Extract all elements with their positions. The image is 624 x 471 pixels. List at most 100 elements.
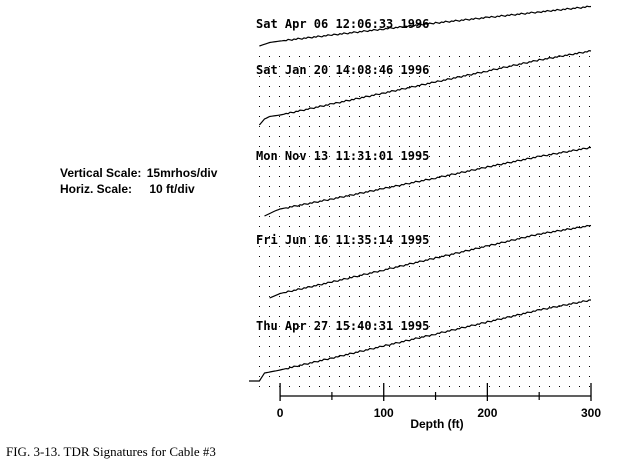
grid-dot	[429, 196, 430, 197]
grid-dot	[429, 316, 430, 317]
grid-dot	[539, 96, 540, 97]
grid-dot	[499, 246, 500, 247]
grid-dot	[579, 196, 580, 197]
grid-dot	[409, 306, 410, 307]
grid-dot	[399, 196, 400, 197]
grid-dot	[379, 326, 380, 327]
grid-dot	[299, 386, 300, 387]
grid-dot	[589, 136, 590, 137]
grid-dot	[439, 166, 440, 167]
x-tick-label: 0	[277, 406, 284, 420]
grid-dot	[389, 156, 390, 157]
grid-dot	[469, 126, 470, 127]
grid-dot	[449, 216, 450, 217]
grid-dot	[519, 196, 520, 197]
grid-dot	[559, 296, 560, 297]
grid-dot	[529, 296, 530, 297]
grid-dot	[339, 216, 340, 217]
grid-dot	[479, 216, 480, 217]
grid-dot	[389, 386, 390, 387]
trace-label: Mon Nov 13 11:31:01 1995	[256, 149, 429, 163]
grid-dot	[479, 316, 480, 317]
grid-dot	[309, 356, 310, 357]
grid-dot	[289, 76, 290, 77]
grid-dot	[519, 156, 520, 157]
grid-dot	[389, 176, 390, 177]
grid-dot	[369, 206, 370, 207]
grid-dot	[449, 136, 450, 137]
grid-dot	[419, 356, 420, 357]
grid-dot	[439, 276, 440, 277]
x-tick-label: 200	[477, 406, 497, 420]
grid-dot	[529, 386, 530, 387]
grid-dot	[439, 196, 440, 197]
grid-dot	[289, 346, 290, 347]
grid-dot	[319, 196, 320, 197]
grid-dot	[319, 236, 320, 237]
grid-dot	[349, 366, 350, 367]
grid-dot	[259, 316, 260, 317]
grid-dot	[459, 56, 460, 57]
grid-dot	[359, 126, 360, 127]
grid-dot	[399, 296, 400, 297]
grid-dot	[529, 256, 530, 257]
grid-dot	[509, 136, 510, 137]
grid-dot	[259, 206, 260, 207]
grid-dot	[409, 236, 410, 237]
grid-dot	[309, 96, 310, 97]
grid-dot	[299, 56, 300, 57]
grid-dot	[379, 96, 380, 97]
grid-dot	[519, 346, 520, 347]
grid-dot	[479, 176, 480, 177]
grid-dot	[489, 116, 490, 117]
grid-dot	[389, 296, 390, 297]
grid-dot	[399, 276, 400, 277]
grid-dot	[569, 316, 570, 317]
grid-dot	[549, 156, 550, 157]
grid-dot	[329, 276, 330, 277]
grid-dot	[569, 106, 570, 107]
grid-dot	[479, 96, 480, 97]
grid-dot	[439, 226, 440, 227]
grid-dot	[429, 126, 430, 127]
grid-dot	[289, 326, 290, 327]
x-tick-label: 300	[581, 406, 601, 420]
grid-dot	[589, 326, 590, 327]
grid-dot	[539, 286, 540, 287]
grid-dot	[429, 296, 430, 297]
grid-dot	[459, 246, 460, 247]
grid-dot	[359, 346, 360, 347]
grid-dot	[449, 246, 450, 247]
grid-dot	[319, 286, 320, 287]
grid-dot	[289, 336, 290, 337]
grid-dot	[419, 306, 420, 307]
grid-dot	[269, 286, 270, 287]
grid-dot	[349, 236, 350, 237]
grid-dot	[429, 346, 430, 347]
grid-dot	[259, 186, 260, 187]
grid-dot	[309, 126, 310, 127]
grid-dot	[509, 76, 510, 77]
grid-dot	[489, 136, 490, 137]
grid-dot	[559, 226, 560, 227]
grid-dot	[539, 336, 540, 337]
grid-dot	[559, 236, 560, 237]
grid-dot	[389, 136, 390, 137]
grid-dot	[509, 336, 510, 337]
grid-dot	[419, 56, 420, 57]
grid-dot	[459, 366, 460, 367]
grid-dot	[479, 116, 480, 117]
grid-dot	[569, 56, 570, 57]
grid-dot	[259, 356, 260, 357]
grid-dot	[269, 316, 270, 317]
grid-dot	[339, 276, 340, 277]
grid-dot	[519, 66, 520, 67]
grid-dot	[529, 306, 530, 307]
grid-dot	[449, 336, 450, 337]
grid-dot	[479, 166, 480, 167]
grid-dot	[429, 156, 430, 157]
grid-dot	[549, 256, 550, 257]
grid-dot	[279, 206, 280, 207]
grid-dot	[359, 76, 360, 77]
grid-dot	[319, 366, 320, 367]
